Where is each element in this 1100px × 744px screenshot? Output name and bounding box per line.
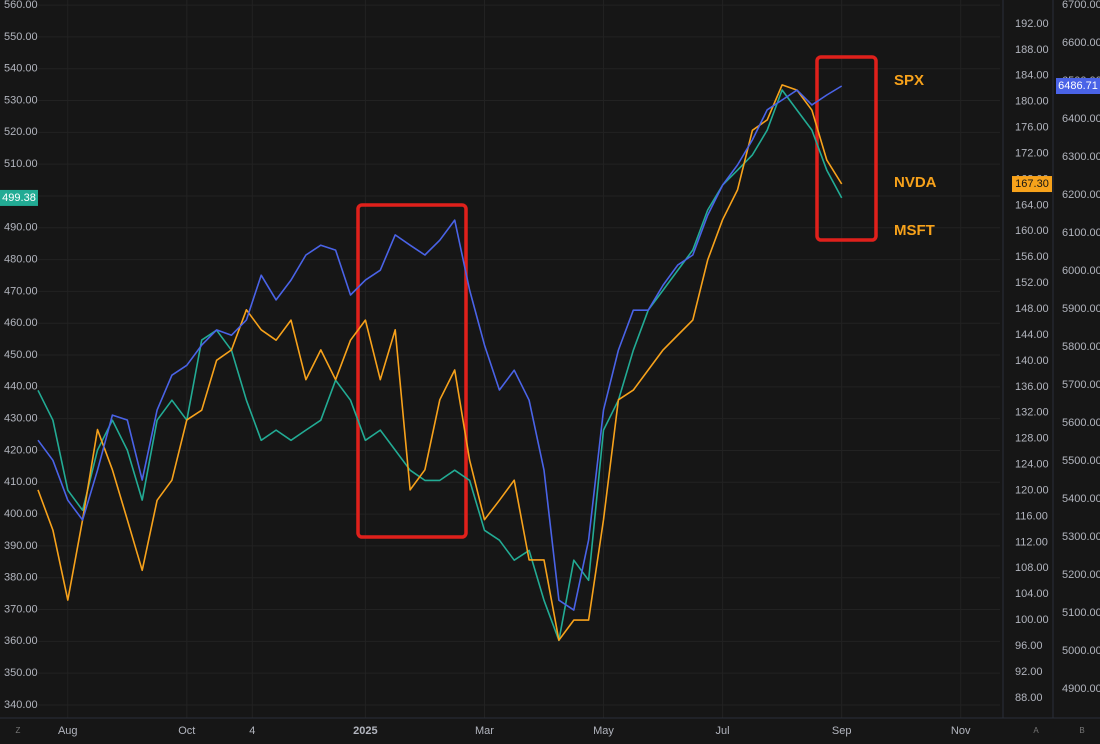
y3-tick-label: 5200.00 — [1062, 569, 1100, 581]
x-tick-label: 2025 — [353, 725, 377, 737]
y3-tick-label: 6400.00 — [1062, 113, 1100, 125]
y2-tick-label: 88.00 — [1015, 692, 1043, 704]
y2-tick-label: 116.00 — [1015, 510, 1048, 522]
y3-tick-label: 5600.00 — [1062, 417, 1100, 429]
y2-tick-label: 156.00 — [1015, 251, 1049, 263]
y2-tick-label: 128.00 — [1015, 433, 1049, 445]
y-tick-label: 390.00 — [4, 540, 38, 552]
x-tick-label: Jul — [716, 725, 730, 737]
y2-tick-label: 188.00 — [1015, 44, 1049, 56]
axis-button: Z — [16, 726, 21, 735]
y3-tick-label: 6100.00 — [1062, 227, 1100, 239]
y3-tick-label: 6300.00 — [1062, 151, 1100, 163]
y2-tick-label: 100.00 — [1015, 614, 1049, 626]
y-tick-label: 520.00 — [4, 126, 38, 138]
y2-tick-label: 124.00 — [1015, 459, 1049, 471]
y2-tick-label: 192.00 — [1015, 18, 1049, 30]
y3-tick-label: 4900.00 — [1062, 683, 1100, 695]
y-tick-label: 430.00 — [4, 413, 38, 425]
y3-tick-label: 5500.00 — [1062, 455, 1100, 467]
y2-tick-label: 132.00 — [1015, 407, 1049, 419]
price-tag-label: 6486.71 — [1058, 80, 1098, 92]
highlight-box — [815, 55, 878, 242]
y2-tick-label: 184.00 — [1015, 70, 1049, 82]
series-label: MSFT — [894, 222, 935, 239]
y-tick-label: 440.00 — [4, 381, 38, 393]
price-tag-label: 499.38 — [2, 192, 36, 204]
y-tick-label: 530.00 — [4, 94, 38, 106]
y3-tick-label: 5800.00 — [1062, 341, 1100, 353]
x-tick-label: 4 — [249, 725, 255, 737]
y-tick-label: 420.00 — [4, 444, 38, 456]
y3-tick-label: 6700.00 — [1062, 0, 1100, 11]
y2-tick-label: 112.00 — [1015, 536, 1048, 548]
y-tick-label: 510.00 — [4, 158, 38, 170]
y2-tick-label: 96.00 — [1015, 640, 1043, 652]
y2-tick-label: 120.00 — [1015, 484, 1049, 496]
y-tick-label: 480.00 — [4, 253, 38, 265]
y3-tick-label: 5000.00 — [1062, 645, 1100, 657]
y2-tick-label: 152.00 — [1015, 277, 1049, 289]
y2-tick-label: 92.00 — [1015, 666, 1043, 678]
y2-tick-label: 144.00 — [1015, 329, 1049, 341]
y2-tick-label: 140.00 — [1015, 355, 1049, 367]
lines — [37, 84, 843, 642]
series-label: NVDA — [894, 174, 937, 191]
y2-tick-label: 164.00 — [1015, 199, 1049, 211]
y3-tick-label: 6000.00 — [1062, 265, 1100, 277]
y-tick-label: 380.00 — [4, 572, 38, 584]
y2-tick-label: 136.00 — [1015, 381, 1049, 393]
y3-tick-label: 5300.00 — [1062, 531, 1100, 543]
y-tick-label: 340.00 — [4, 699, 38, 711]
y-tick-label: 360.00 — [4, 635, 38, 647]
y3-tick-label: 5400.00 — [1062, 493, 1100, 505]
y-tick-label: 560.00 — [4, 0, 38, 11]
axis-button: B — [1079, 726, 1084, 735]
x-tick-label: Sep — [832, 725, 852, 737]
y2-tick-label: 180.00 — [1015, 96, 1049, 108]
y-tick-label: 490.00 — [4, 222, 38, 234]
y-tick-label: 410.00 — [4, 476, 38, 488]
y-tick-label: 540.00 — [4, 63, 38, 75]
y3-tick-label: 5900.00 — [1062, 303, 1100, 315]
y2-tick-label: 148.00 — [1015, 303, 1049, 315]
y-tick-label: 470.00 — [4, 285, 38, 297]
price-tag — [1056, 78, 1100, 95]
y3-tick-label: 5100.00 — [1062, 607, 1100, 619]
x-tick-label: Aug — [58, 725, 78, 737]
series-line — [37, 89, 843, 642]
y-tick-label: 550.00 — [4, 31, 38, 43]
series-line — [37, 84, 843, 641]
y-tick-label: 350.00 — [4, 667, 38, 679]
y3-tick-label: 5700.00 — [1062, 379, 1100, 391]
y-tick-label: 450.00 — [4, 349, 38, 361]
y-tick-label: 400.00 — [4, 508, 38, 520]
series-label: SPX — [894, 72, 924, 89]
x-tick-label: May — [593, 725, 614, 737]
y2-tick-label: 172.00 — [1015, 147, 1049, 159]
axis-button: A — [1033, 726, 1039, 735]
series-line — [37, 85, 843, 611]
y3-tick-label: 6600.00 — [1062, 37, 1100, 49]
y-tick-label: 460.00 — [4, 317, 38, 329]
y3-tick-label: 6200.00 — [1062, 189, 1100, 201]
x-tick-label: Oct — [178, 725, 195, 737]
y-tick-label: 370.00 — [4, 603, 38, 615]
price-tag — [1012, 176, 1052, 193]
y2-tick-label: 108.00 — [1015, 562, 1049, 574]
highlight-box — [356, 203, 468, 539]
y2-tick-label: 160.00 — [1015, 225, 1049, 237]
y2-tick-label: 104.00 — [1015, 588, 1049, 600]
y2-tick-label: 176.00 — [1015, 122, 1049, 134]
price-tag — [0, 189, 38, 206]
price-tag-label: 167.30 — [1015, 178, 1049, 190]
x-tick-label: Nov — [951, 725, 971, 737]
x-tick-label: Mar — [475, 725, 494, 737]
